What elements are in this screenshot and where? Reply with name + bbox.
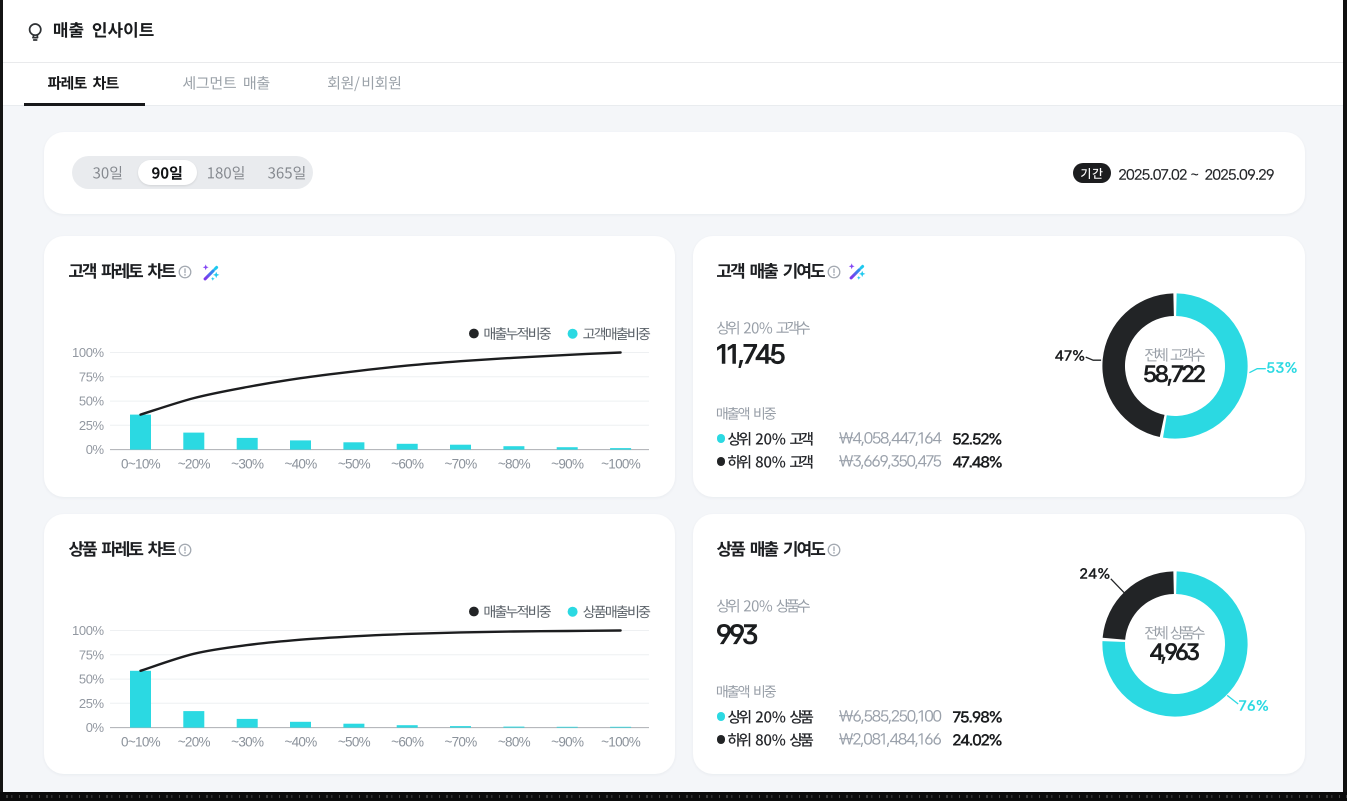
svg-text:~90%: ~90% bbox=[551, 457, 584, 472]
svg-text:~70%: ~70% bbox=[444, 457, 477, 472]
svg-text:~80%: ~80% bbox=[498, 735, 531, 750]
svg-text:~40%: ~40% bbox=[284, 735, 317, 750]
svg-text:~50%: ~50% bbox=[338, 457, 371, 472]
svg-text:~70%: ~70% bbox=[444, 735, 477, 750]
svg-text:0~10%: 0~10% bbox=[121, 735, 161, 750]
svg-text:~60%: ~60% bbox=[391, 735, 424, 750]
svg-text:~100%: ~100% bbox=[601, 457, 641, 472]
svg-text:~100%: ~100% bbox=[601, 735, 641, 750]
svg-text:50%: 50% bbox=[79, 672, 105, 687]
svg-text:25%: 25% bbox=[79, 696, 105, 711]
svg-text:~20%: ~20% bbox=[178, 457, 211, 472]
svg-text:50%: 50% bbox=[79, 394, 105, 409]
svg-text:~80%: ~80% bbox=[498, 457, 531, 472]
svg-text:75%: 75% bbox=[79, 647, 105, 662]
svg-text:~50%: ~50% bbox=[338, 735, 371, 750]
svg-text:~20%: ~20% bbox=[178, 735, 211, 750]
svg-text:100%: 100% bbox=[72, 623, 104, 638]
svg-text:~30%: ~30% bbox=[231, 457, 264, 472]
svg-text:0~10%: 0~10% bbox=[121, 457, 161, 472]
svg-text:25%: 25% bbox=[79, 418, 105, 433]
svg-text:~90%: ~90% bbox=[551, 735, 584, 750]
svg-text:75%: 75% bbox=[79, 369, 105, 384]
svg-text:~30%: ~30% bbox=[231, 735, 264, 750]
svg-text:0%: 0% bbox=[86, 720, 105, 735]
svg-text:0%: 0% bbox=[86, 442, 105, 457]
svg-text:100%: 100% bbox=[72, 345, 104, 360]
svg-text:~40%: ~40% bbox=[284, 457, 317, 472]
svg-text:~60%: ~60% bbox=[391, 457, 424, 472]
